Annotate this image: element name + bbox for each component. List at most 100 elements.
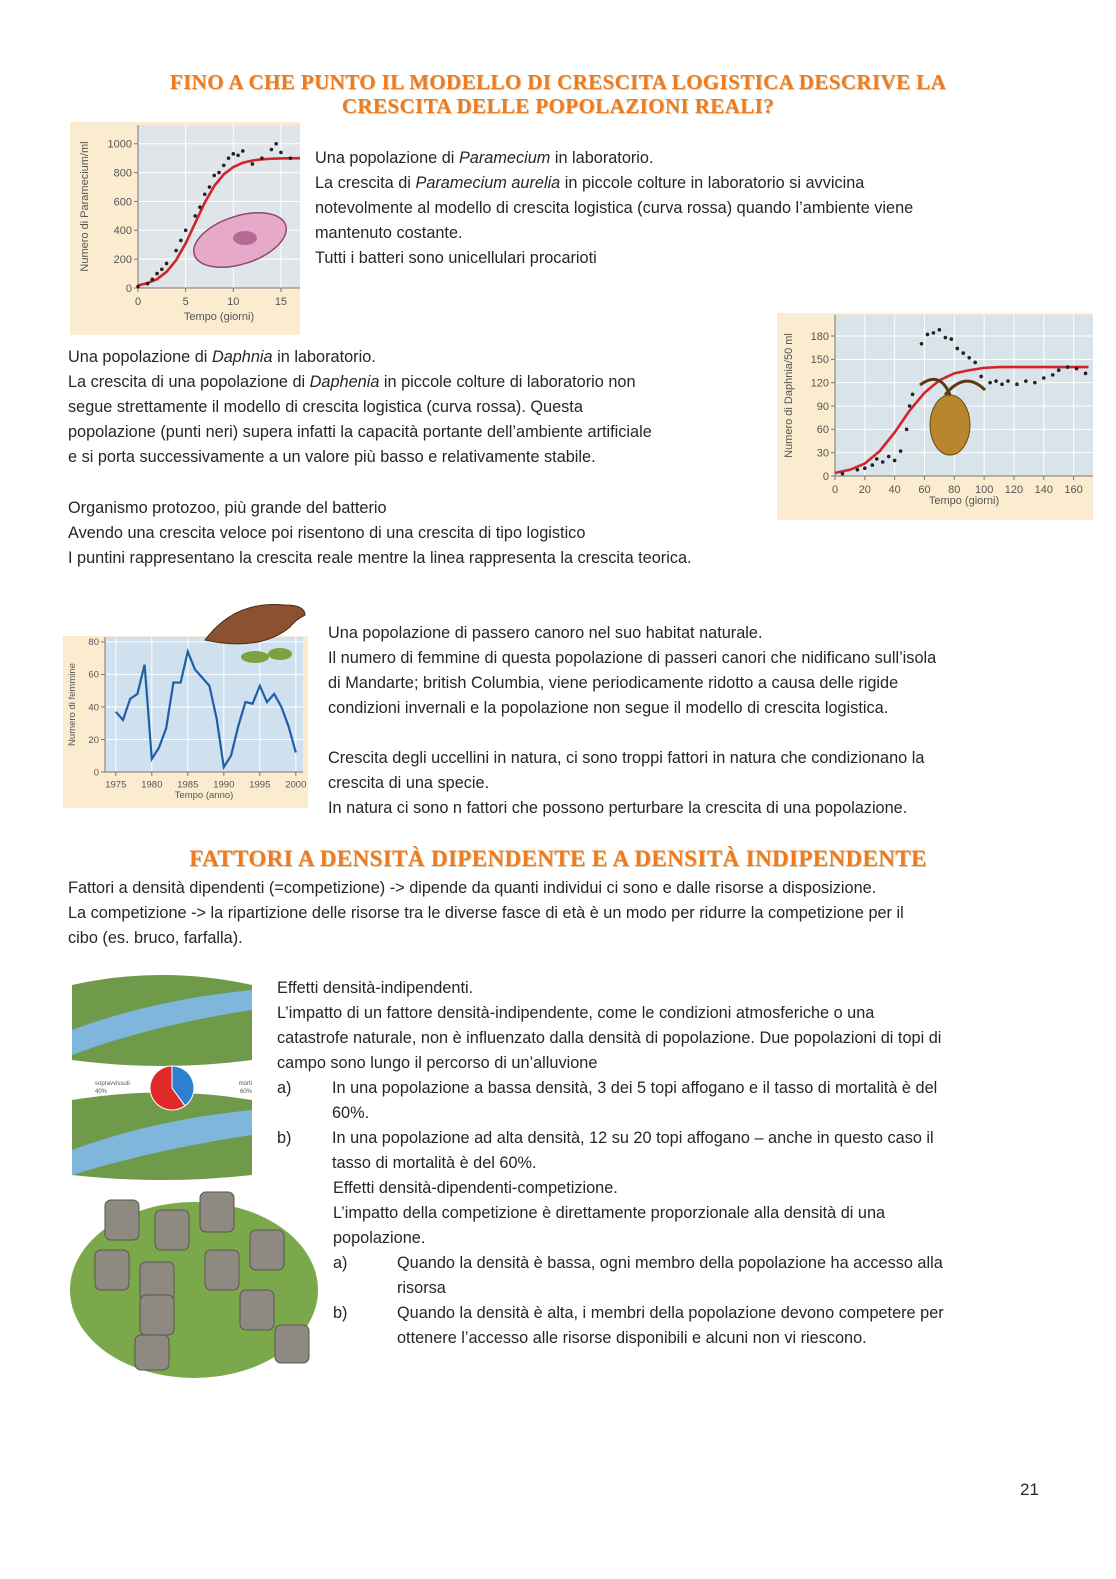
text-line: catastrofe naturale, non è influenzato d…: [277, 1029, 942, 1047]
text-line: crescita di una specie.: [328, 774, 490, 792]
text-line: ottenere l’accesso alle risorse disponib…: [397, 1329, 867, 1347]
text-line: In natura ci sono n fattori che possono …: [328, 799, 908, 817]
italic-run: Paramecium aurelia: [415, 174, 561, 192]
data-point: [973, 360, 977, 365]
list-item: b) In una popolazione ad alta densità, 12…: [277, 1126, 941, 1176]
river: [72, 990, 252, 1055]
data-point: [1074, 366, 1079, 371]
river: [72, 1110, 252, 1175]
illustrations: [70, 212, 987, 1378]
y-tick-label: 400: [114, 225, 132, 237]
data-point: [880, 460, 885, 464]
text-line: risorsa: [397, 1279, 446, 1297]
data-point: [863, 466, 867, 471]
data-point: [1065, 365, 1070, 369]
x-tick-label: 15: [275, 296, 287, 308]
heading-line: CRESCITA DELLE POPOLAZIONI REALI?: [341, 94, 775, 118]
text-run: La crescita di una popolazione di: [68, 373, 310, 391]
bird-illustration: [204, 603, 306, 645]
paragraph: Fattori a densità dipendenti (=competizi…: [68, 876, 904, 951]
text-line: Una popolazione di Paramecium in laborat…: [315, 146, 913, 171]
text-line: Crescita degli uccellini in natura, ci s…: [328, 749, 925, 767]
heading-line: FINO A CHE PUNTO IL MODELLO DI CRESCITA …: [169, 70, 947, 94]
y-axis-label: Numero di Paramecium/ml: [79, 141, 91, 271]
data-line: [834, 365, 1089, 475]
italic-run: Daphenia: [309, 373, 380, 391]
data-point: [183, 228, 188, 233]
paragraph: Una popolazione di passero canoro nel su…: [328, 621, 936, 721]
text-line: La competizione -> la ripartizione delle…: [68, 904, 904, 922]
data-point: [937, 327, 942, 332]
data-point: [145, 281, 150, 286]
y-tick-label: 40: [88, 702, 99, 713]
text-line: I puntini rappresentano la crescita real…: [68, 549, 692, 567]
list-item: a) In una popolazione a bassa densità, 3 …: [277, 1076, 941, 1126]
y-tick-label: 20: [88, 735, 99, 746]
list-label: a): [333, 1254, 348, 1272]
text-line: La crescita di una popolazione di Daphen…: [68, 370, 652, 395]
data-point: [907, 404, 912, 408]
data-point: [221, 163, 226, 168]
text-line: Effetti densità-dipendenti-competizione.: [333, 1179, 618, 1197]
paragraph: Crescita degli uccellini in natura, ci s…: [328, 746, 924, 821]
x-tick-label: 2000: [285, 780, 306, 791]
page-number: 21: [1020, 1480, 1039, 1499]
data-point: [174, 248, 178, 253]
y-tick-label: 0: [126, 283, 132, 295]
data-point: [1015, 382, 1019, 387]
x-tick-label: 80: [948, 484, 960, 496]
list-label: a): [277, 1079, 292, 1097]
list-label: b): [333, 1304, 348, 1322]
list-text: In una popolazione a bassa densità, 3 de…: [332, 1076, 941, 1126]
list-text: In una popolazione ad alta densità, 12 s…: [332, 1126, 941, 1176]
data-point: [198, 205, 202, 210]
pie-value-label: 40%: [95, 1089, 108, 1095]
x-tick-label: 1975: [105, 780, 126, 791]
pie-slice: [171, 1065, 195, 1107]
data-point: [967, 355, 972, 360]
y-tick-label: 0: [94, 767, 99, 778]
data-point: [840, 471, 845, 476]
leaf: [268, 648, 292, 660]
y-tick-label: 30: [817, 448, 829, 460]
y-tick-label: 180: [811, 331, 829, 343]
data-point: [955, 346, 960, 351]
y-tick-label: 120: [811, 378, 829, 390]
data-point: [202, 192, 207, 197]
list-item: b) Quando la densità è alta, i membri del…: [333, 1301, 944, 1351]
data-point: [870, 463, 875, 467]
text-line: 60%.: [332, 1104, 370, 1122]
y-tick-label: 1000: [108, 139, 132, 151]
stumps: [94, 1191, 310, 1371]
text-line: Fattori a densità dipendenti (=competizi…: [68, 879, 877, 897]
y-tick-label: 800: [114, 167, 132, 179]
data-point: [898, 449, 903, 453]
data-point: [904, 427, 909, 432]
text-line: popolazione.: [333, 1229, 426, 1247]
text-line: e si porta successivamente a un valore p…: [68, 448, 596, 466]
x-tick-label: 1980: [141, 780, 162, 791]
data-point: [892, 458, 897, 463]
text-run: Una popolazione di: [315, 149, 459, 167]
data-point: [1006, 379, 1010, 383]
y-tick-label: 200: [114, 254, 132, 266]
data-point: [994, 379, 998, 383]
text-line: Quando la densità è bassa, ogni membro d…: [397, 1254, 943, 1272]
heading: FINO A CHE PUNTO IL MODELLO DI CRESCITA …: [0, 70, 1116, 118]
pie-slice: [149, 1065, 186, 1111]
data-point: [164, 261, 169, 266]
text-line: Una popolazione di Daphnia in laboratori…: [68, 345, 652, 370]
data-point: [855, 467, 860, 472]
text-line: di Mandarte; british Columbia, viene per…: [328, 674, 899, 692]
y-tick-label: 90: [817, 401, 829, 413]
data-point: [1083, 371, 1088, 376]
text-line: Organismo protozoo, più grande del batte…: [68, 499, 387, 517]
text-line: Il numero di femmine di questa popolazio…: [328, 649, 937, 667]
data-point: [961, 351, 966, 355]
data-point: [979, 374, 983, 379]
text-run: in laboratorio.: [550, 149, 654, 167]
italic-run: Paramecium: [458, 149, 551, 167]
data-point: [150, 277, 155, 282]
text-line: mantenuto costante.: [315, 224, 463, 242]
